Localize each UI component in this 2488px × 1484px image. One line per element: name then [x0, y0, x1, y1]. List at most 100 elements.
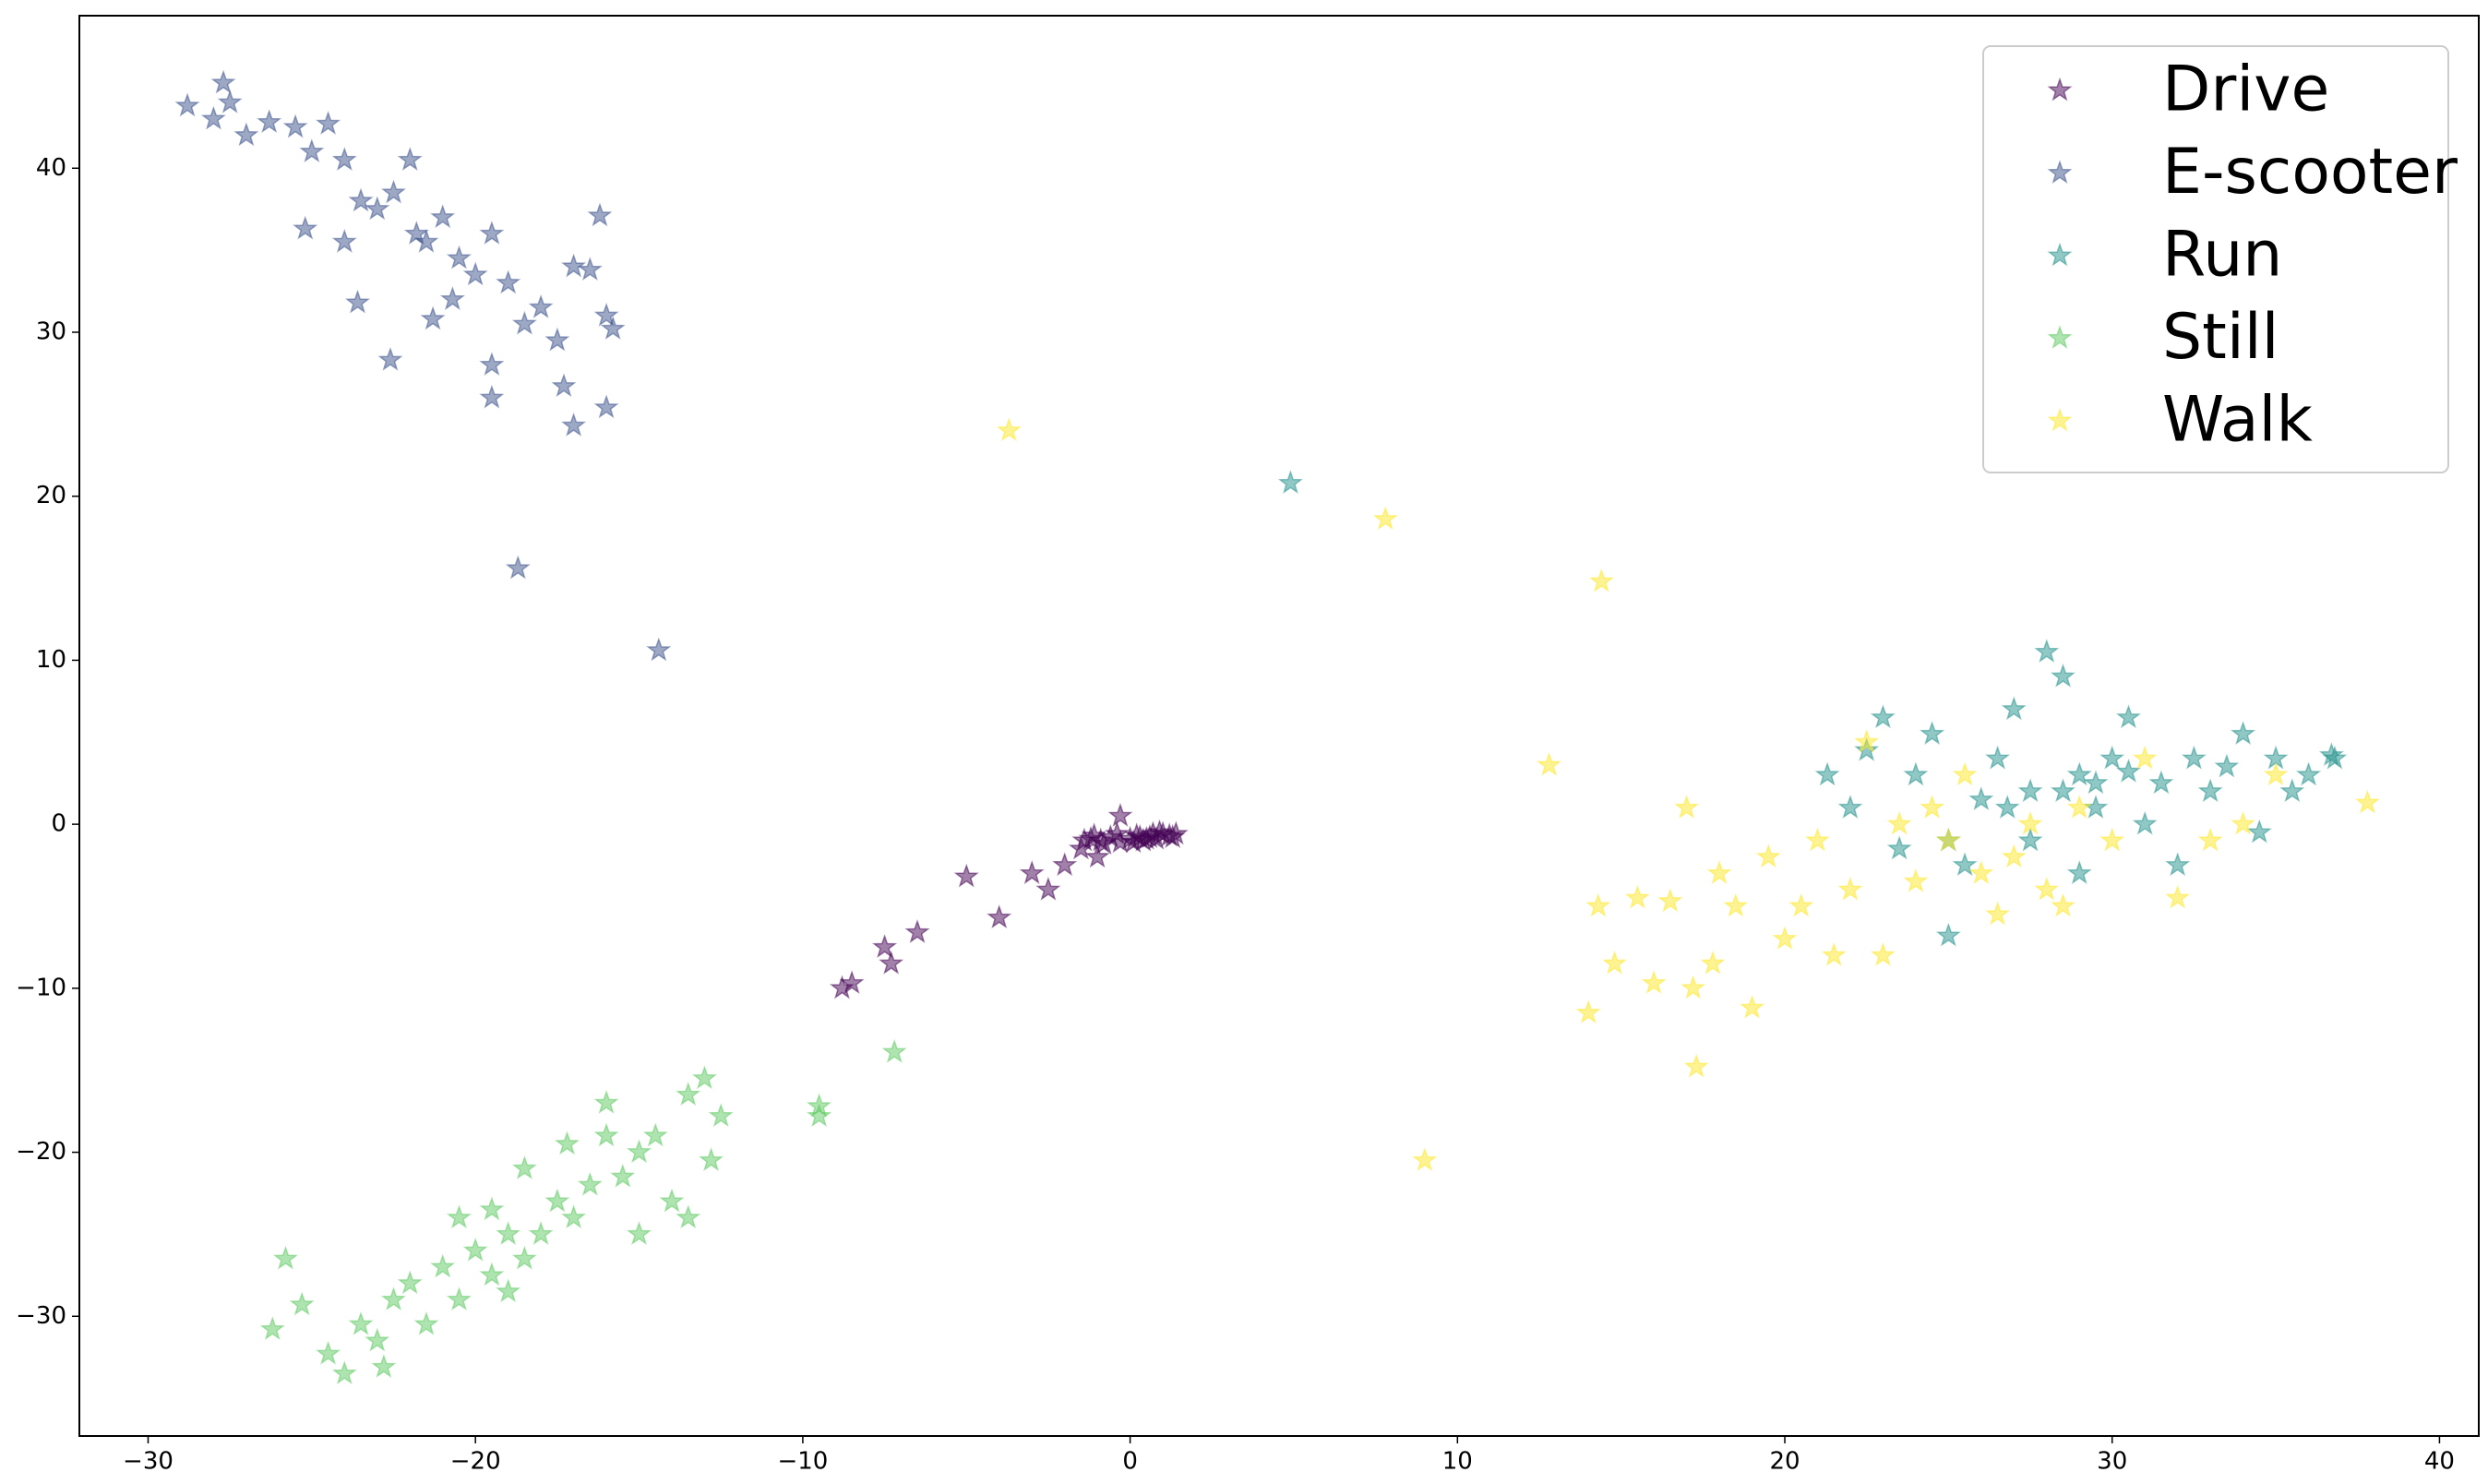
point: [528, 294, 554, 318]
point: [2246, 819, 2272, 844]
point: [511, 310, 537, 335]
point: [1985, 901, 2011, 926]
point: [528, 1221, 554, 1245]
point: [1994, 795, 2020, 819]
point: [544, 1188, 570, 1213]
point: [511, 1155, 537, 1179]
x-tick-label: 30: [2097, 1448, 2127, 1476]
point: [293, 215, 318, 240]
point: [551, 373, 577, 398]
point: [881, 1038, 907, 1063]
point: [872, 934, 898, 958]
point: [1052, 852, 1078, 877]
point: [2165, 884, 2191, 909]
point: [479, 384, 505, 409]
y-tick-label: 20: [36, 482, 66, 509]
point: [691, 1065, 718, 1090]
point: [2197, 827, 2223, 852]
point: [1412, 1147, 1438, 1171]
legend-marker: [2047, 242, 2073, 267]
point: [1903, 868, 1929, 892]
point: [544, 327, 570, 352]
point: [2017, 778, 2043, 803]
point: [676, 1082, 701, 1106]
point: [2165, 852, 2191, 877]
point: [996, 417, 1022, 442]
point: [953, 863, 979, 888]
point: [2050, 778, 2076, 803]
point: [2034, 639, 2060, 664]
point: [1854, 729, 1880, 753]
point: [1886, 835, 1912, 860]
point: [577, 257, 604, 281]
point: [2279, 778, 2305, 803]
point: [413, 1310, 439, 1335]
point: [593, 1089, 619, 1114]
point: [2322, 745, 2348, 770]
point: [1837, 795, 1863, 819]
point: [413, 228, 439, 253]
point: [2231, 721, 2256, 745]
point: [1588, 568, 1614, 592]
point: [1585, 892, 1611, 917]
point: [2050, 892, 2076, 917]
point: [365, 1327, 390, 1352]
point: [397, 1270, 423, 1295]
point: [587, 202, 613, 227]
point: [348, 187, 374, 212]
point: [879, 950, 904, 975]
legend-marker: [2047, 77, 2073, 102]
point: [2295, 761, 2322, 786]
point: [200, 105, 226, 130]
point: [593, 302, 619, 327]
point: [1683, 1053, 1709, 1078]
point: [1277, 470, 1303, 495]
point: [439, 286, 466, 311]
point: [2050, 663, 2076, 688]
point: [496, 269, 521, 294]
point: [479, 1262, 505, 1287]
point: [1935, 827, 1961, 852]
point: [210, 69, 236, 94]
point: [2148, 770, 2174, 795]
point: [610, 1163, 636, 1188]
point: [479, 352, 505, 377]
point: [2263, 761, 2289, 786]
point: [344, 289, 371, 314]
legend-marker: [2047, 407, 2073, 432]
point: [1804, 827, 1831, 852]
point: [1657, 888, 1683, 913]
y-tick-label: −20: [16, 1138, 66, 1166]
point: [1985, 745, 2011, 770]
point: [479, 1196, 505, 1221]
point: [1723, 892, 1749, 917]
point: [1919, 795, 1945, 819]
point: [626, 1221, 652, 1245]
point: [2214, 753, 2240, 778]
point: [1019, 860, 1045, 885]
point: [446, 1204, 472, 1229]
point: [496, 1221, 521, 1245]
point: [646, 637, 672, 662]
point: [1035, 876, 1061, 901]
x-tick-label: −20: [450, 1448, 501, 1476]
point: [331, 1360, 357, 1385]
point: [2099, 827, 2125, 852]
point: [2181, 745, 2207, 770]
point: [1886, 810, 1912, 835]
point: [289, 1291, 315, 1316]
point: [430, 204, 456, 229]
point: [446, 1287, 472, 1311]
point: [626, 1139, 652, 1164]
point: [1641, 970, 1667, 995]
point: [397, 147, 423, 171]
point: [233, 122, 259, 147]
point: [217, 89, 243, 114]
point: [1160, 823, 1186, 848]
point: [1952, 761, 1978, 786]
point: [446, 245, 472, 269]
legend-marker: [2047, 325, 2073, 350]
point: [430, 1253, 456, 1278]
point: [1788, 892, 1814, 917]
